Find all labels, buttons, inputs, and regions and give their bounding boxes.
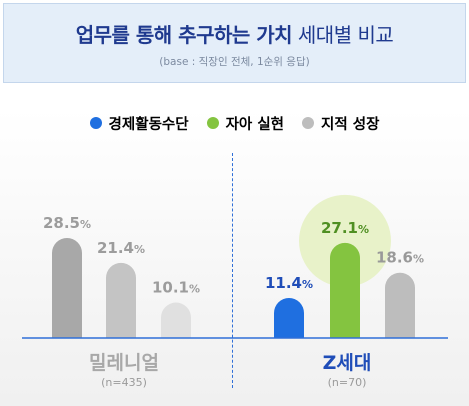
group-n-genz: (n=70) xyxy=(327,376,367,389)
legend-dot-economic xyxy=(89,117,102,129)
bar-millennial-self-realization xyxy=(106,262,136,338)
value-label-genz-self-realization: 27.1% xyxy=(321,219,369,237)
legend-label-economic: 경제활동수단 xyxy=(108,116,189,133)
title-part-3: 세대별 비교 xyxy=(292,23,394,47)
highlight-circle xyxy=(299,194,391,287)
bar-genz-intellectual-growth xyxy=(385,272,415,338)
bar-genz-economic xyxy=(274,298,304,338)
value-label-millennial-intellectual-growth: 10.1% xyxy=(152,279,200,297)
bar-millennial-intellectual-growth xyxy=(161,302,191,338)
bar-millennial-economic xyxy=(52,238,82,338)
group-divider xyxy=(232,153,233,388)
group-label-genz: Z세대 xyxy=(322,352,372,374)
value-label-millennial-self-realization: 21.4% xyxy=(97,239,145,257)
value-label-millennial-economic: 28.5% xyxy=(43,214,91,232)
bar-genz-self-realization xyxy=(330,242,360,338)
title-banner: 업무를 통해 추구하는 가치 세대별 비교 (base : 직장인 전체, 1순… xyxy=(3,3,466,83)
legend: 경제활동수단 자아 실현 지적 성장 xyxy=(0,112,469,134)
legend-item-economic: 경제활동수단 xyxy=(89,113,189,134)
legend-dot-intellectual-growth xyxy=(302,117,315,129)
legend-label-self-realization: 자아 실현 xyxy=(225,116,285,133)
value-label-genz-economic: 11.4% xyxy=(265,274,313,292)
group-n-millennial: (n=435) xyxy=(101,376,147,389)
group-label-millennial: 밀레니얼 xyxy=(89,352,159,374)
legend-label-intellectual-growth: 지적 성장 xyxy=(321,116,380,133)
legend-item-intellectual-growth: 지적 성장 xyxy=(302,113,379,134)
chart-subtitle: (base : 직장인 전체, 1순위 응답) xyxy=(159,56,310,68)
chart-title: 업무를 통해 추구하는 가치 세대별 비교 xyxy=(4,19,465,48)
value-label-genz-intellectual-growth: 18.6% xyxy=(376,249,424,267)
title-part-2: 추구하는 가치 xyxy=(178,23,293,47)
legend-item-self-realization: 자아 실현 xyxy=(206,113,285,134)
title-part-1: 업무를 통해 xyxy=(75,23,179,47)
legend-dot-self-realization xyxy=(206,117,219,129)
